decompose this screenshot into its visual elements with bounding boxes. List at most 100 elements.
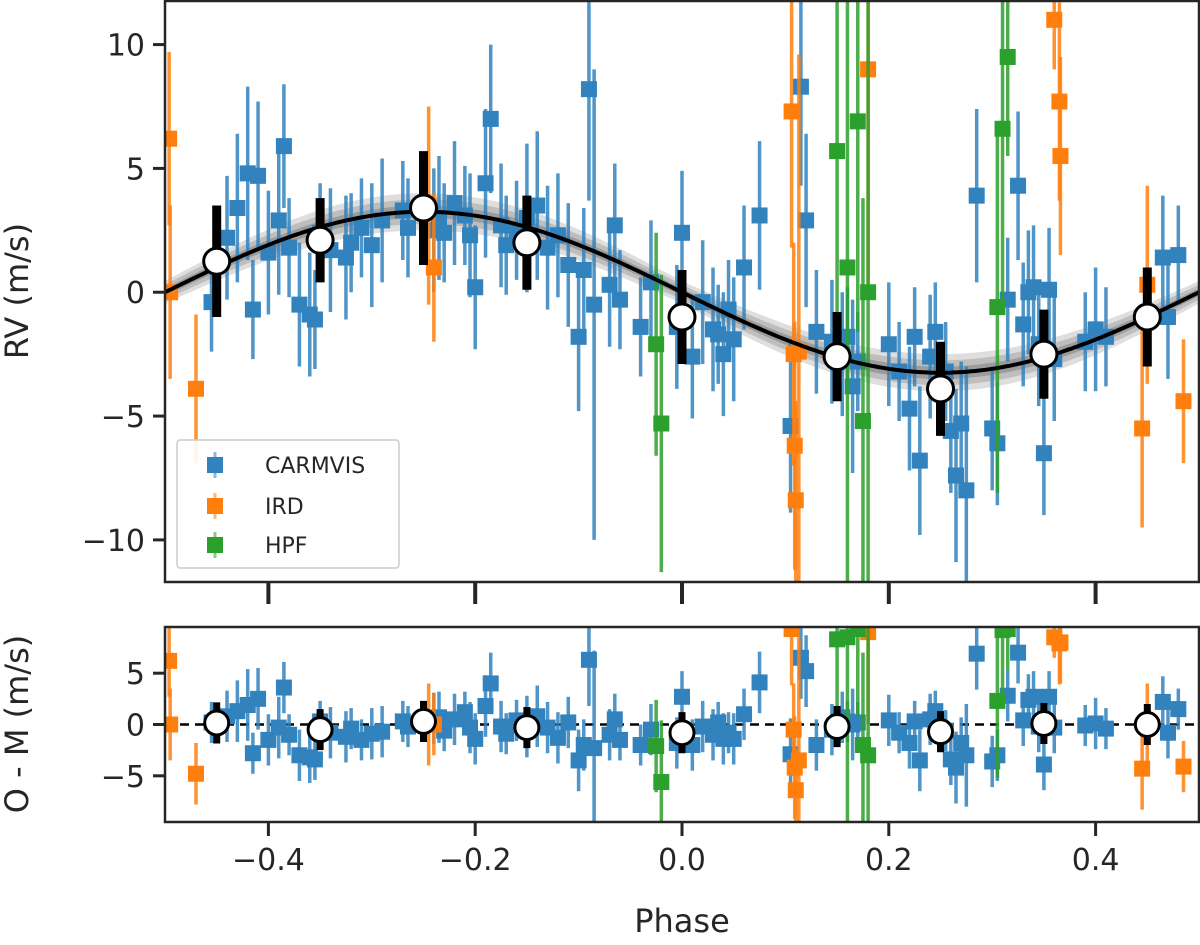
hpf-residual-point <box>999 627 1016 638</box>
hpf-residual-point <box>849 627 866 638</box>
carmvis-point <box>798 212 815 229</box>
residual-data-points <box>165 627 1192 822</box>
carmvis-point <box>880 336 897 353</box>
carmvis-point <box>586 296 603 313</box>
carmvis-point <box>632 318 649 335</box>
carmvis-residual-point <box>281 726 298 743</box>
carmvis-residual-point <box>674 688 690 705</box>
carmvis-residual-point <box>560 714 577 731</box>
carmvis-point <box>363 237 380 254</box>
carmvis-residual-point <box>586 740 603 757</box>
binned-residual-point <box>410 707 437 735</box>
ird-point <box>1134 420 1151 437</box>
carmvis-residual-point <box>606 711 623 728</box>
residuals-y-tick-label: 5 <box>126 657 145 692</box>
carmvis-residual-point <box>632 737 649 754</box>
carmvis-point <box>529 197 546 214</box>
carmvis-point <box>275 138 292 155</box>
carmvis-point <box>1170 247 1187 264</box>
carmvis-point <box>467 279 484 296</box>
carmvis-residual-point <box>751 674 768 691</box>
carmvis-residual-point <box>1159 724 1176 741</box>
legend-marker-carmvis <box>207 457 223 473</box>
binned-point <box>1029 339 1059 369</box>
carmvis-point <box>606 217 623 234</box>
carmvis-residual-point <box>275 679 292 696</box>
carmvis-point <box>674 224 690 241</box>
carmvis-point <box>306 311 323 328</box>
ird-residual-point <box>783 627 800 638</box>
carmvis-point <box>684 348 701 365</box>
carmvis-residual-point <box>880 712 897 729</box>
ird-point <box>188 380 205 397</box>
binned-point <box>202 246 232 276</box>
carmvis-point <box>911 452 928 469</box>
hpf-point <box>989 299 1006 316</box>
carmvis-point <box>399 219 416 236</box>
carmvis-residual-point <box>244 745 261 762</box>
carmvis-point <box>219 229 236 246</box>
carmvis-point <box>927 323 944 340</box>
rv-binned-points <box>202 151 1162 436</box>
ird-point <box>165 130 178 147</box>
carmvis-residual-point <box>467 730 484 747</box>
carmvis-point <box>968 187 985 204</box>
carmvis-point <box>611 291 628 308</box>
ird-residual-point <box>787 782 804 799</box>
carmvis-residual-point <box>911 752 928 769</box>
hpf-point <box>849 113 866 130</box>
carmvis-point <box>244 301 261 318</box>
ird-residual-point <box>165 716 179 733</box>
ird-point <box>425 259 442 276</box>
ird-point <box>1175 393 1192 410</box>
ird-point <box>1046 11 1063 28</box>
rv-y-tick-label: −10 <box>82 524 145 559</box>
legend-entry-ird: IRD <box>207 493 304 520</box>
legend: CARMVIS IRD HPF <box>176 439 400 569</box>
carmvis-point <box>1041 281 1058 298</box>
carmvis-point <box>1159 309 1176 326</box>
ird-residual-point <box>790 752 807 769</box>
carmvis-residual-point <box>736 706 753 723</box>
rv-y-tick-label: 0 <box>126 276 145 311</box>
carmvis-point <box>808 323 825 340</box>
carmvis-point <box>751 207 768 224</box>
carmvis-residual-point <box>725 730 742 747</box>
binned-point <box>1132 302 1162 332</box>
legend-entry-hpf: HPF <box>207 532 307 559</box>
carmvis-residual-point <box>1097 720 1114 737</box>
x-axis-title: Phase <box>634 902 730 940</box>
carmvis-point <box>792 78 809 95</box>
binned-point <box>512 228 542 258</box>
carmvis-point <box>1010 177 1027 194</box>
hpf-residual-point <box>860 747 877 764</box>
carmvis-residual-point <box>968 645 985 662</box>
rv-panel-frame <box>163 0 1200 584</box>
x-tick-label: 0.2 <box>865 843 913 878</box>
carmvis-point <box>353 219 370 236</box>
ird-point <box>783 103 800 120</box>
hpf-residual-point <box>653 773 670 790</box>
binned-residual-point <box>306 716 334 744</box>
residuals-y-tick-label: 0 <box>126 709 145 744</box>
carmvis-point <box>958 482 975 499</box>
carmvis-point <box>1035 445 1052 462</box>
binned-point <box>926 374 955 404</box>
carmvis-point <box>436 224 453 241</box>
carmvis-point <box>281 239 298 256</box>
carmvis-residual-point <box>798 663 815 680</box>
rv-y-axis: −10 −5 0 5 10 <box>82 29 165 559</box>
rv-y-tick-label: 5 <box>126 152 145 187</box>
carmvis-point <box>901 400 918 417</box>
carmvis-residual-point <box>498 725 515 742</box>
carmvis-point <box>906 328 923 345</box>
residual-binned-points <box>203 700 1161 754</box>
residuals-x-axis: −0.4 −0.2 0.0 0.2 0.4 <box>232 822 1119 878</box>
carmvis-point <box>498 237 515 254</box>
binned-residual-point <box>1133 711 1161 738</box>
legend-entry-carmvis: CARMVIS <box>207 452 365 479</box>
carmvis-residual-point <box>260 731 277 748</box>
carmvis-residual-point <box>906 713 923 730</box>
residuals-panel: −5 0 5 −0.4 −0.2 0.0 0.2 0.4 O - M (m/s) Phase <box>0 625 1200 940</box>
residuals-y-tick-label: −5 <box>101 760 145 795</box>
